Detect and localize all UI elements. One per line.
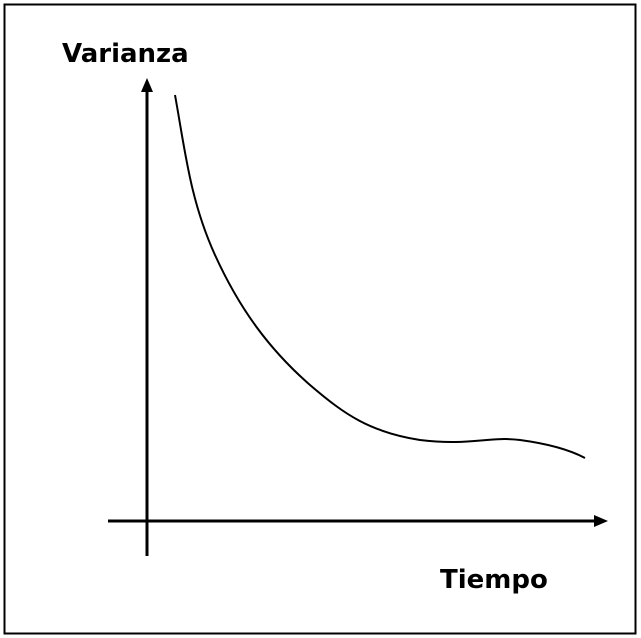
x-axis-arrow [594,515,608,527]
y-axis-arrow [141,78,153,92]
frame [3,3,637,635]
y-axis-label: Varianza [62,39,189,69]
variance-curve [174,94,586,459]
x-axis-label: Tiempo [440,565,548,595]
